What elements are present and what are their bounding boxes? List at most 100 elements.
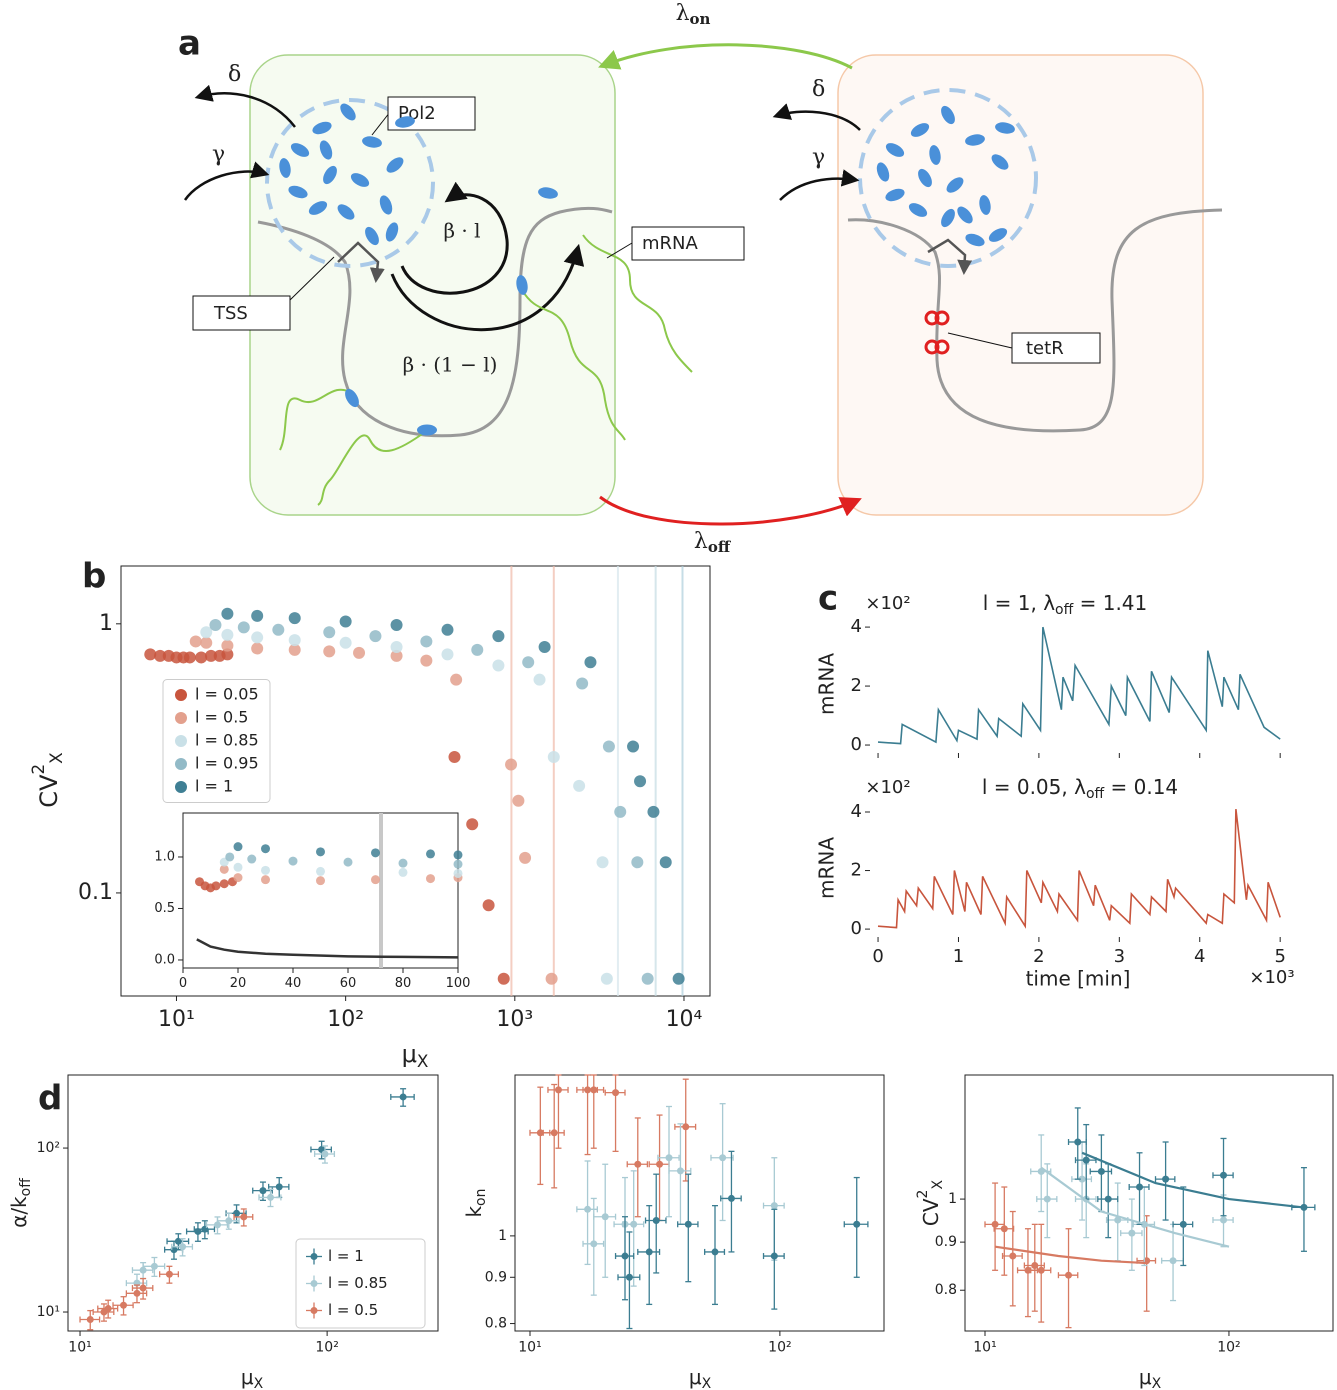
axis-label: α/koff bbox=[7, 1178, 35, 1228]
point bbox=[647, 805, 660, 818]
math-text: CV bbox=[35, 774, 63, 808]
point bbox=[482, 899, 495, 912]
point bbox=[240, 1213, 248, 1221]
label-box bbox=[192, 295, 291, 331]
point bbox=[233, 862, 243, 872]
pol2 bbox=[345, 388, 359, 408]
point bbox=[1169, 1257, 1177, 1265]
point bbox=[1300, 1203, 1308, 1211]
pol2 bbox=[385, 222, 399, 242]
point bbox=[1097, 1167, 1105, 1175]
point bbox=[426, 874, 435, 884]
delta-arrow bbox=[772, 103, 861, 131]
x-tick-label: 5 bbox=[1274, 946, 1285, 967]
point bbox=[492, 630, 505, 643]
point bbox=[353, 646, 366, 659]
point bbox=[590, 1240, 598, 1248]
lambda-on-label: λon bbox=[676, 1, 711, 28]
point bbox=[584, 1205, 592, 1213]
axis-label: mRNA bbox=[815, 837, 839, 899]
point bbox=[174, 1237, 182, 1245]
pol2 bbox=[319, 140, 333, 160]
gamma-label: γ bbox=[212, 142, 225, 167]
pol2 bbox=[965, 233, 985, 247]
math-sup: 2 bbox=[915, 1190, 931, 1199]
panel-label: d bbox=[38, 1079, 62, 1119]
pol2 bbox=[965, 134, 985, 146]
point bbox=[272, 623, 285, 636]
pol2 bbox=[362, 136, 382, 148]
legend-label: l = 0.5 bbox=[328, 1301, 378, 1319]
axes-frame bbox=[182, 812, 459, 969]
point bbox=[339, 636, 352, 649]
x-tick-label: 10² bbox=[1217, 1340, 1240, 1356]
x-tick-label: 10¹ bbox=[518, 1340, 541, 1356]
point bbox=[221, 639, 234, 652]
point bbox=[201, 1225, 209, 1233]
math-text: l = 0.05, λ bbox=[982, 775, 1086, 799]
point bbox=[259, 1187, 267, 1195]
point bbox=[659, 856, 672, 869]
x-tick-label: 0 bbox=[179, 976, 187, 991]
legend-label: l = 0.95 bbox=[195, 754, 259, 773]
point bbox=[770, 1252, 778, 1260]
point bbox=[545, 972, 558, 985]
y-tick-label: 10¹ bbox=[37, 1304, 60, 1320]
point bbox=[189, 635, 202, 648]
point bbox=[727, 1194, 735, 1202]
point bbox=[602, 740, 615, 753]
pol2 bbox=[885, 143, 905, 157]
x-tick-label: 10¹ bbox=[68, 1340, 91, 1356]
math-tail: = 0.14 bbox=[1104, 775, 1178, 799]
legend-swatch bbox=[175, 758, 187, 770]
legend-swatch bbox=[175, 712, 187, 724]
legend-swatch bbox=[175, 689, 187, 701]
diagram: λon λoff Pol2 TSS mRNA δ γ β · l β · bbox=[183, 1, 1223, 556]
x-tick-label: 10² bbox=[327, 1007, 364, 1032]
repressed-cell bbox=[837, 54, 1204, 516]
y-tick-label: 0.0 bbox=[154, 952, 175, 967]
math-sub: on bbox=[473, 1188, 489, 1205]
y-tick-label: 1 bbox=[99, 611, 113, 636]
pol2 bbox=[995, 122, 1015, 134]
point bbox=[165, 1270, 173, 1278]
point bbox=[719, 1154, 727, 1162]
x-tick-label: 1 bbox=[953, 946, 964, 967]
math-sub: X bbox=[46, 752, 66, 764]
y-tick-label: 0.8 bbox=[485, 1316, 507, 1332]
y-tick-label: 0.5 bbox=[154, 901, 175, 916]
beta-l-label: β · l bbox=[443, 219, 480, 243]
point bbox=[225, 1217, 233, 1225]
callout-lines bbox=[289, 111, 1013, 349]
legend-label: l = 0.85 bbox=[195, 731, 259, 750]
x-tick-label: 10² bbox=[768, 1340, 791, 1356]
trace bbox=[877, 626, 1281, 745]
pol2 bbox=[395, 116, 415, 128]
math-sub: off bbox=[1086, 786, 1105, 802]
point bbox=[275, 1183, 283, 1191]
point bbox=[219, 879, 229, 889]
legend-box bbox=[162, 679, 271, 803]
mrna-strand bbox=[279, 388, 353, 451]
pol2 bbox=[365, 226, 379, 246]
math-text: α/k bbox=[7, 1196, 31, 1228]
pol2 bbox=[288, 185, 308, 199]
point bbox=[1043, 1195, 1051, 1203]
point bbox=[634, 775, 647, 788]
point bbox=[288, 643, 301, 656]
point bbox=[219, 864, 229, 874]
point bbox=[343, 857, 353, 867]
y-tick-label: 1.0 bbox=[154, 849, 175, 864]
point bbox=[492, 659, 505, 672]
point bbox=[590, 1086, 598, 1094]
y-tick-label: 0.9 bbox=[485, 1269, 507, 1285]
pol2 bbox=[957, 206, 973, 224]
point bbox=[1104, 1195, 1112, 1203]
point bbox=[682, 1123, 690, 1131]
point bbox=[1179, 1220, 1187, 1228]
math-sub: X bbox=[1152, 1376, 1162, 1390]
point bbox=[1074, 1138, 1082, 1146]
pol2 bbox=[918, 168, 932, 188]
